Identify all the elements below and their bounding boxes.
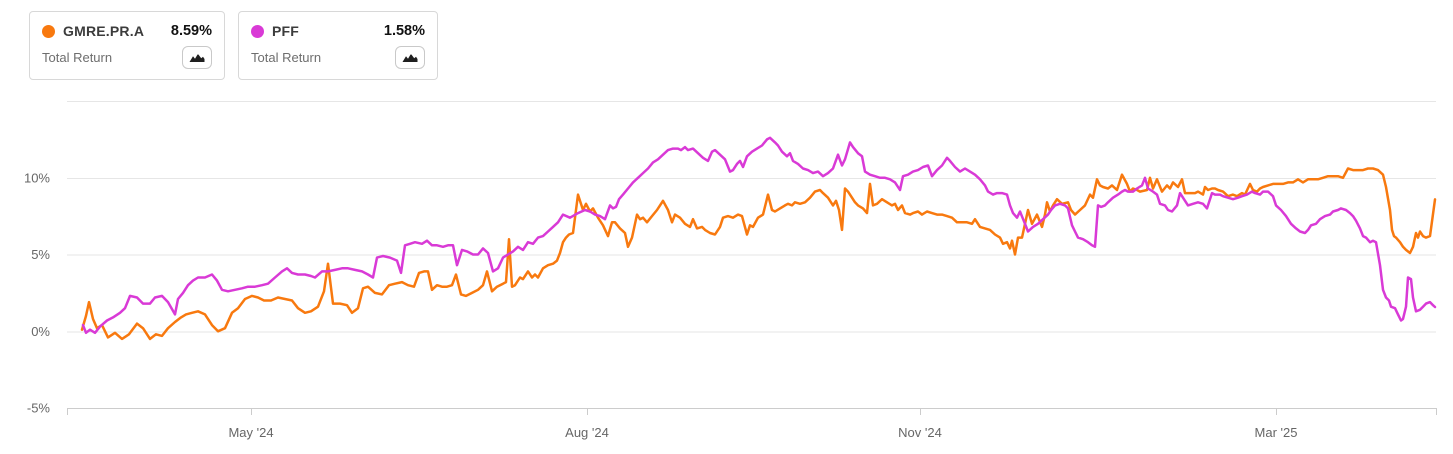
x-axis-label: May '24 [228, 425, 273, 440]
x-axis-label: Nov '24 [898, 425, 942, 440]
legend-card-footer: Total Return [251, 46, 425, 69]
return-value: 1.58% [383, 23, 425, 39]
chart-type-button[interactable] [182, 46, 212, 69]
metric-label: Total Return [251, 50, 322, 65]
chart-legend: GMRE.PR.A 8.59% Total Return PFF 1.58% T… [29, 11, 438, 80]
series-line-gmre-pr-a [80, 167, 1437, 341]
legend-card-footer: Total Return [42, 46, 212, 69]
chart-type-button[interactable] [395, 46, 425, 69]
x-axis-label: Mar '25 [1255, 425, 1298, 440]
area-chart-icon [402, 54, 418, 62]
legend-card-gmre-pr-a[interactable]: GMRE.PR.A 8.59% Total Return [29, 11, 225, 80]
metric-label: Total Return [42, 50, 113, 65]
y-axis-label: -5% [27, 401, 51, 416]
ticker-label: PFF [272, 23, 300, 39]
series-color-dot [42, 24, 55, 38]
series-line-pff [81, 136, 1437, 335]
series-color-dot [251, 24, 264, 38]
return-value: 8.59% [170, 23, 212, 39]
y-axis-label: 5% [31, 247, 50, 262]
legend-card-header: PFF 1.58% [251, 23, 425, 39]
y-axis-label: 0% [31, 324, 50, 339]
legend-card-pff[interactable]: PFF 1.58% Total Return [238, 11, 438, 80]
legend-card-header: GMRE.PR.A 8.59% [42, 23, 212, 39]
x-axis-label: Aug '24 [565, 425, 609, 440]
ticker-label: GMRE.PR.A [63, 23, 145, 39]
y-axis-label: 10% [24, 170, 50, 185]
area-chart-icon [189, 54, 205, 62]
